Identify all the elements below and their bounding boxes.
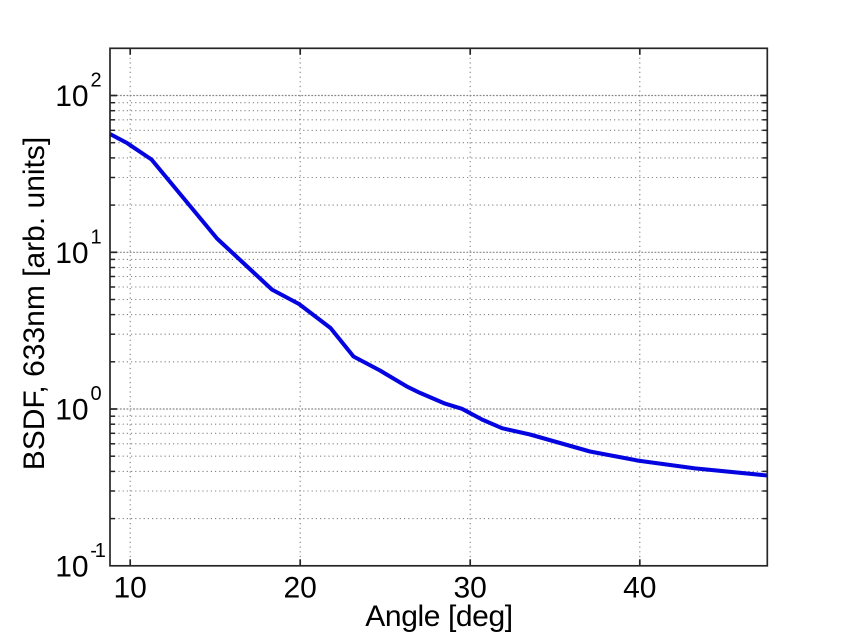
svg-text:1: 1 — [95, 540, 106, 562]
svg-text:30: 30 — [454, 572, 487, 605]
svg-text:10: 10 — [55, 551, 88, 584]
svg-text:40: 40 — [623, 572, 656, 605]
svg-text:10: 10 — [55, 394, 88, 427]
svg-text:10: 10 — [55, 80, 88, 113]
svg-text:BSDF, 633nm [arb. units]: BSDF, 633nm [arb. units] — [18, 137, 51, 471]
svg-text:0: 0 — [91, 383, 102, 405]
svg-text:Angle [deg]: Angle [deg] — [365, 600, 512, 633]
svg-text:1: 1 — [91, 226, 102, 248]
svg-text:20: 20 — [284, 572, 317, 605]
svg-text:10: 10 — [114, 572, 147, 605]
svg-text:10: 10 — [55, 237, 88, 270]
svg-text:-: - — [90, 540, 97, 562]
svg-text:2: 2 — [91, 70, 102, 92]
